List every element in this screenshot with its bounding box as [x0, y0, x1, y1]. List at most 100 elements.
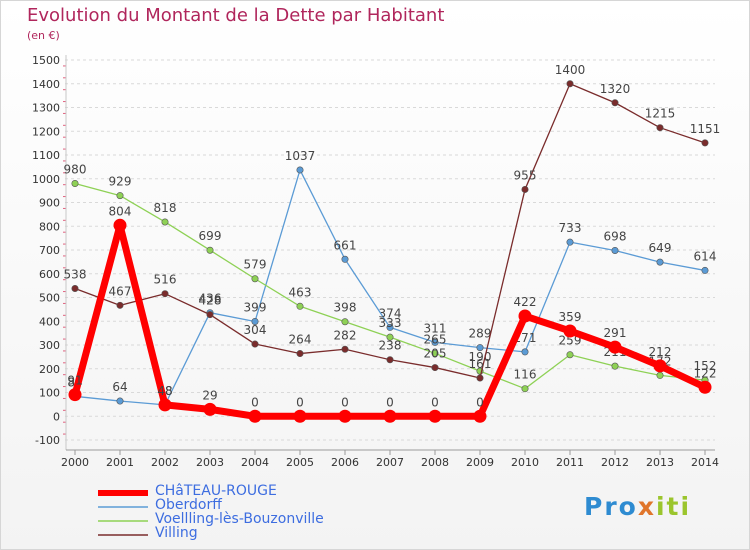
data-point-ch-teau-rouge	[518, 309, 532, 323]
data-label-villing: 516	[154, 273, 177, 287]
data-label-voellling-l-s-bouzonville: 699	[199, 229, 222, 243]
data-point-voellling-l-s-bouzonville	[386, 333, 394, 341]
data-point-ch-teau-rouge	[473, 409, 487, 423]
data-point-oberdorff	[476, 344, 484, 352]
x-tick-label: 2001	[106, 456, 134, 469]
data-point-villing	[611, 99, 619, 107]
data-point-voellling-l-s-bouzonville	[566, 351, 574, 359]
data-point-oberdorff	[656, 258, 664, 266]
y-tick-label: 1000	[32, 173, 60, 186]
data-point-ch-teau-rouge	[338, 409, 352, 423]
x-tick-label: 2005	[286, 456, 314, 469]
data-label-voellling-l-s-bouzonville: 579	[244, 258, 267, 272]
data-label-oberdorff: 614	[694, 249, 717, 263]
data-point-voellling-l-s-bouzonville	[161, 218, 169, 226]
chart-title: Evolution du Montant de la Dette par Hab…	[27, 5, 445, 26]
y-tick-label: 1400	[32, 78, 60, 91]
data-point-voellling-l-s-bouzonville	[296, 302, 304, 310]
data-point-villing	[566, 80, 574, 88]
data-point-oberdorff	[701, 266, 709, 274]
x-tick-label: 2002	[151, 456, 179, 469]
y-tick-label: -100	[35, 434, 60, 447]
data-point-ch-teau-rouge	[68, 388, 82, 402]
data-point-villing	[341, 345, 349, 353]
y-tick-label: 900	[39, 197, 60, 210]
data-label-ch-teau-rouge: 0	[431, 395, 439, 409]
data-label-ch-teau-rouge: 804	[109, 204, 132, 218]
data-point-oberdorff	[566, 238, 574, 246]
data-label-villing: 1320	[600, 82, 631, 96]
data-point-voellling-l-s-bouzonville	[341, 318, 349, 326]
legend-swatch-voellling	[98, 520, 148, 522]
data-label-oberdorff: 289	[469, 327, 492, 341]
y-tick-label: 0	[53, 410, 60, 423]
data-point-villing	[701, 139, 709, 147]
data-label-oberdorff: 661	[334, 238, 357, 252]
legend-label: Oberdorff	[155, 497, 222, 513]
data-point-ch-teau-rouge	[203, 402, 217, 416]
data-label-voellling-l-s-bouzonville: 980	[64, 163, 87, 177]
y-tick-label: 1100	[32, 149, 60, 162]
data-label-villing: 1400	[555, 63, 586, 77]
data-label-oberdorff: 399	[244, 300, 267, 314]
y-tick-label: 1200	[32, 125, 60, 138]
data-label-ch-teau-rouge: 48	[157, 384, 172, 398]
x-tick-label: 2006	[331, 456, 359, 469]
data-label-villing: 538	[64, 267, 87, 281]
data-point-voellling-l-s-bouzonville	[611, 362, 619, 370]
x-tick-label: 2010	[511, 456, 539, 469]
data-label-ch-teau-rouge: 291	[604, 326, 627, 340]
data-label-villing: 955	[514, 168, 537, 182]
data-label-ch-teau-rouge: 0	[341, 395, 349, 409]
data-label-villing: 428	[199, 294, 222, 308]
legend-swatch-villing	[98, 534, 148, 536]
data-label-oberdorff: 436	[199, 292, 222, 306]
data-point-oberdorff	[521, 348, 529, 356]
x-tick-label: 2004	[241, 456, 269, 469]
data-label-villing: 282	[334, 328, 357, 342]
data-point-villing	[116, 301, 124, 309]
y-tick-label: 200	[39, 363, 60, 376]
data-point-voellling-l-s-bouzonville	[206, 246, 214, 254]
data-label-voellling-l-s-bouzonville: 265	[424, 332, 447, 346]
data-label-villing: 238	[379, 339, 402, 353]
x-tick-label: 2008	[421, 456, 449, 469]
data-label-ch-teau-rouge: 91	[67, 374, 82, 388]
data-label-ch-teau-rouge: 359	[559, 310, 582, 324]
x-tick-label: 2014	[691, 456, 719, 469]
data-label-ch-teau-rouge: 0	[296, 395, 304, 409]
data-point-ch-teau-rouge	[113, 218, 127, 232]
data-point-villing	[296, 350, 304, 358]
y-tick-label: 600	[39, 268, 60, 281]
y-tick-label: 300	[39, 339, 60, 352]
legend-label: Voellling-lès-Bouzonville	[155, 511, 324, 527]
y-tick-label: 1300	[32, 102, 60, 115]
data-label-oberdorff: 733	[559, 221, 582, 235]
data-label-oberdorff: 311	[424, 321, 447, 335]
legend-swatch-chateau-rouge	[98, 490, 148, 496]
data-label-voellling-l-s-bouzonville: 929	[109, 175, 132, 189]
data-label-ch-teau-rouge: 29	[202, 388, 217, 402]
data-point-oberdorff	[386, 323, 394, 331]
y-tick-label: 800	[39, 220, 60, 233]
data-label-oberdorff: 64	[112, 380, 127, 394]
data-label-villing: 205	[424, 347, 447, 361]
data-point-ch-teau-rouge	[608, 340, 622, 354]
data-label-voellling-l-s-bouzonville: 116	[514, 368, 537, 382]
data-label-oberdorff: 1037	[285, 149, 316, 163]
data-label-voellling-l-s-bouzonville: 463	[289, 285, 312, 299]
data-label-voellling-l-s-bouzonville: 398	[334, 301, 357, 315]
data-point-oberdorff	[431, 338, 439, 346]
data-label-voellling-l-s-bouzonville: 333	[379, 316, 402, 330]
data-point-voellling-l-s-bouzonville	[656, 371, 664, 379]
y-tick-label: 500	[39, 292, 60, 305]
data-label-villing: 1151	[690, 122, 721, 136]
data-label-oberdorff: 374	[379, 306, 402, 320]
data-point-villing	[386, 356, 394, 364]
data-point-oberdorff	[251, 317, 259, 325]
data-point-voellling-l-s-bouzonville	[71, 180, 79, 188]
data-label-villing: 161	[469, 357, 492, 371]
data-label-voellling-l-s-bouzonville: 259	[559, 334, 582, 348]
data-label-ch-teau-rouge: 212	[649, 345, 672, 359]
